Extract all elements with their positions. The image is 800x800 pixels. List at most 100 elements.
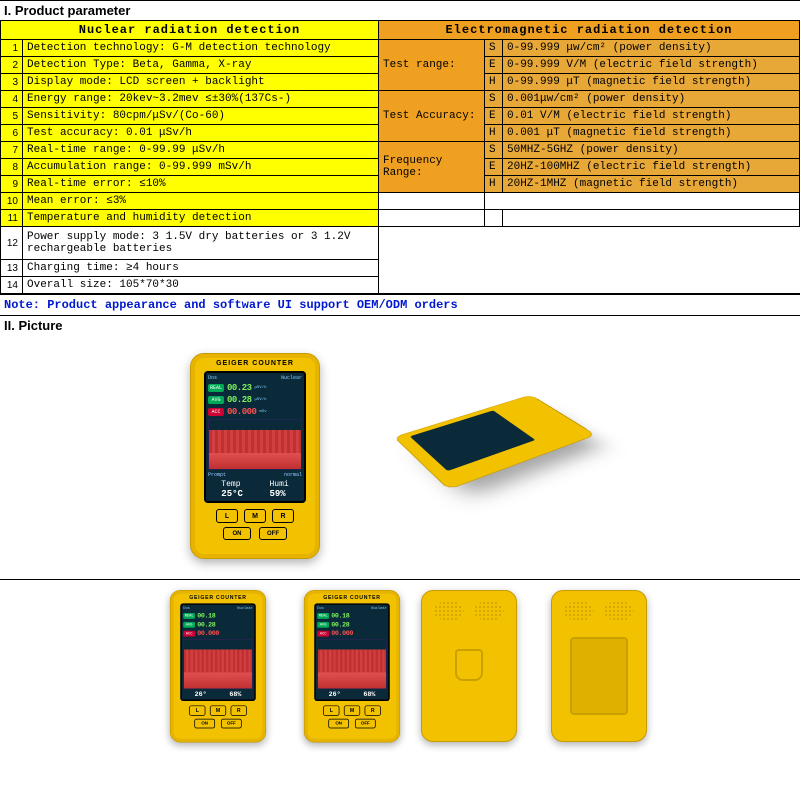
nuclear-row: Accumulation range: 0-99.999 mSv/h	[23, 159, 379, 176]
screen-mode: Dos	[208, 375, 217, 381]
temp-value: 25°C	[221, 489, 243, 499]
device-on-button: ON	[223, 527, 251, 540]
em-val: 0.001 μT (magnetic field strength)	[503, 125, 800, 142]
em-key: E	[485, 108, 503, 125]
em-key: S	[485, 40, 503, 57]
thumb-back-open-icon	[551, 590, 647, 742]
em-val: 50MHZ-5GHZ (power density)	[503, 142, 800, 159]
device-off-button: OFF	[355, 719, 376, 729]
row-num: 13	[1, 260, 23, 277]
reading-tag: AVG	[183, 622, 195, 628]
nuclear-row: Test accuracy: 0.01 μSv/h	[23, 125, 379, 142]
reading-tag: AVG	[208, 396, 224, 404]
em-group-label: Frequency Range:	[379, 142, 485, 193]
device-l-button: L	[216, 509, 238, 523]
reading-tag: ACC	[183, 631, 195, 637]
em-key: H	[485, 74, 503, 91]
row-num: 9	[1, 176, 23, 193]
reading-val: 00.23	[227, 383, 252, 393]
reading-tag: REAL	[317, 613, 329, 619]
em-val: 0-99.999 V/M (electric field strength)	[503, 57, 800, 74]
nuclear-row: Detection Type: Beta, Gamma, X-ray	[23, 57, 379, 74]
temp-value: 26°	[195, 691, 207, 698]
row-num: 14	[1, 277, 23, 294]
screen-type: Nuclear	[281, 375, 302, 381]
status-label: normal	[284, 472, 302, 478]
device-r-button: R	[272, 509, 294, 523]
reading-val: 00.000	[227, 407, 256, 417]
device-angled-icon	[390, 371, 610, 541]
em-key: S	[485, 91, 503, 108]
device-l-button: L	[189, 705, 205, 715]
section-product-parameter: I. Product parameter	[0, 0, 800, 20]
reading-val: 00.28	[227, 395, 252, 405]
reading-tag: REAL	[208, 384, 224, 392]
device-title: GEIGER COUNTER	[189, 595, 247, 600]
temp-label: Temp	[221, 480, 240, 489]
row-num: 3	[1, 74, 23, 91]
thumb-back-closed-icon	[421, 590, 517, 742]
header-nuclear: Nuclear radiation detection	[1, 21, 379, 40]
hum-value: 68%	[229, 691, 241, 698]
prompt-label: Prompt	[208, 472, 226, 478]
device-on-button: ON	[194, 719, 215, 729]
device-on-button: ON	[328, 719, 349, 729]
temp-value: 26°	[329, 691, 341, 698]
nuclear-row: Real-time range: 0-99.99 μSv/h	[23, 142, 379, 159]
reading-unit: μSV/h	[255, 398, 267, 402]
reading-tag: ACC	[317, 631, 329, 637]
em-key: E	[485, 159, 503, 176]
em-val: 0-99.999 μw/cm² (power density)	[503, 40, 800, 57]
row-num: 11	[1, 210, 23, 227]
picture-row-thumbs: GEIGER COUNTER DosNuclear REAL00.18 AVG0…	[0, 580, 800, 749]
parameter-table: Nuclear radiation detection Electromagne…	[0, 20, 800, 294]
device-front-icon: GEIGER COUNTER Dos Nuclear REAL00.23 μSV/h…	[190, 353, 320, 559]
device-r-button: R	[365, 705, 381, 715]
em-val: 20HZ-100MHZ (electric field strength)	[503, 159, 800, 176]
nuclear-row: Sensitivity: 80cpm/μSv/(Co-60)	[23, 108, 379, 125]
em-val: 0-99.999 μT (magnetic field strength)	[503, 74, 800, 91]
reading-unit: mSv	[259, 410, 266, 414]
nuclear-row: Energy range: 20kev~3.2mev ≤±30%(137Cs-)	[23, 91, 379, 108]
nuclear-row: Mean error: ≤3%	[23, 193, 379, 210]
thumb-front-2-icon: GEIGER COUNTER DosNuclear REAL00.18 AVG0…	[287, 590, 387, 745]
device-off-button: OFF	[221, 719, 242, 729]
device-title: GEIGER COUNTER	[323, 595, 381, 600]
row-num: 12	[1, 227, 23, 260]
em-val: 0.01 V/M (electric field strength)	[503, 108, 800, 125]
extra-row: Power supply mode: 3 1.5V dry batteries …	[23, 227, 379, 260]
nuclear-row: Temperature and humidity detection	[23, 210, 379, 227]
device-r-button: R	[231, 705, 247, 715]
row-num: 8	[1, 159, 23, 176]
screen-mode: Dos	[317, 606, 324, 610]
em-val: 0.001μw/cm² (power density)	[503, 91, 800, 108]
em-val: 20HZ-1MHZ (magnetic field strength)	[503, 176, 800, 193]
row-num: 5	[1, 108, 23, 125]
nuclear-row: Detection technology: G-M detection tech…	[23, 40, 379, 57]
row-num: 4	[1, 91, 23, 108]
em-key: S	[485, 142, 503, 159]
row-num: 6	[1, 125, 23, 142]
oem-note: Note: Product appearance and software UI…	[0, 294, 800, 316]
hum-value: 68%	[363, 691, 375, 698]
extra-row: Charging time: ≥4 hours	[23, 260, 379, 277]
em-group-label: Test Accuracy:	[379, 91, 485, 142]
nuclear-row: Real-time error: ≤10%	[23, 176, 379, 193]
nuclear-row: Display mode: LCD screen + backlight	[23, 74, 379, 91]
picture-row-large: GEIGER COUNTER Dos Nuclear REAL00.23 μSV/h…	[0, 335, 800, 580]
section-picture: II. Picture	[0, 316, 800, 335]
chart-icon	[208, 419, 302, 470]
reading-tag: AVG	[317, 622, 329, 628]
reading-tag: REAL	[183, 613, 195, 619]
row-num: 7	[1, 142, 23, 159]
screen-type: Nuclear	[237, 606, 253, 610]
device-title: GEIGER COUNTER	[216, 360, 294, 367]
device-l-button: L	[323, 705, 339, 715]
thumb-front-1-icon: GEIGER COUNTER DosNuclear REAL00.18 AVG0…	[153, 590, 253, 745]
row-num: 1	[1, 40, 23, 57]
hum-label: Humi	[270, 480, 289, 489]
hum-value: 59%	[270, 489, 286, 499]
reading-tag: ACC	[208, 408, 224, 416]
em-group-label: Test range:	[379, 40, 485, 91]
device-m-button: M	[210, 705, 226, 715]
